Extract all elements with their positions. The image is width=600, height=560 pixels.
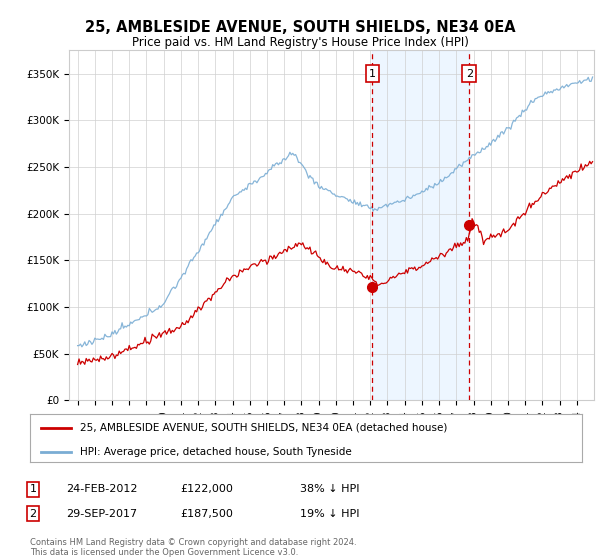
- Text: Price paid vs. HM Land Registry's House Price Index (HPI): Price paid vs. HM Land Registry's House …: [131, 36, 469, 49]
- Text: 2: 2: [29, 508, 37, 519]
- Text: 1: 1: [29, 484, 37, 494]
- Text: 24-FEB-2012: 24-FEB-2012: [66, 484, 137, 494]
- Text: £122,000: £122,000: [180, 484, 233, 494]
- Text: 38% ↓ HPI: 38% ↓ HPI: [300, 484, 359, 494]
- Text: 25, AMBLESIDE AVENUE, SOUTH SHIELDS, NE34 0EA: 25, AMBLESIDE AVENUE, SOUTH SHIELDS, NE3…: [85, 20, 515, 35]
- Text: 29-SEP-2017: 29-SEP-2017: [66, 508, 137, 519]
- Bar: [373, 50, 469, 400]
- Text: 25, AMBLESIDE AVENUE, SOUTH SHIELDS, NE34 0EA (detached house): 25, AMBLESIDE AVENUE, SOUTH SHIELDS, NE3…: [80, 423, 447, 433]
- Text: 2: 2: [466, 69, 473, 79]
- Text: 1: 1: [369, 69, 376, 79]
- Text: HPI: Average price, detached house, South Tyneside: HPI: Average price, detached house, Sout…: [80, 446, 352, 456]
- Text: Contains HM Land Registry data © Crown copyright and database right 2024.
This d: Contains HM Land Registry data © Crown c…: [30, 538, 356, 557]
- Text: £187,500: £187,500: [180, 508, 233, 519]
- Text: 19% ↓ HPI: 19% ↓ HPI: [300, 508, 359, 519]
